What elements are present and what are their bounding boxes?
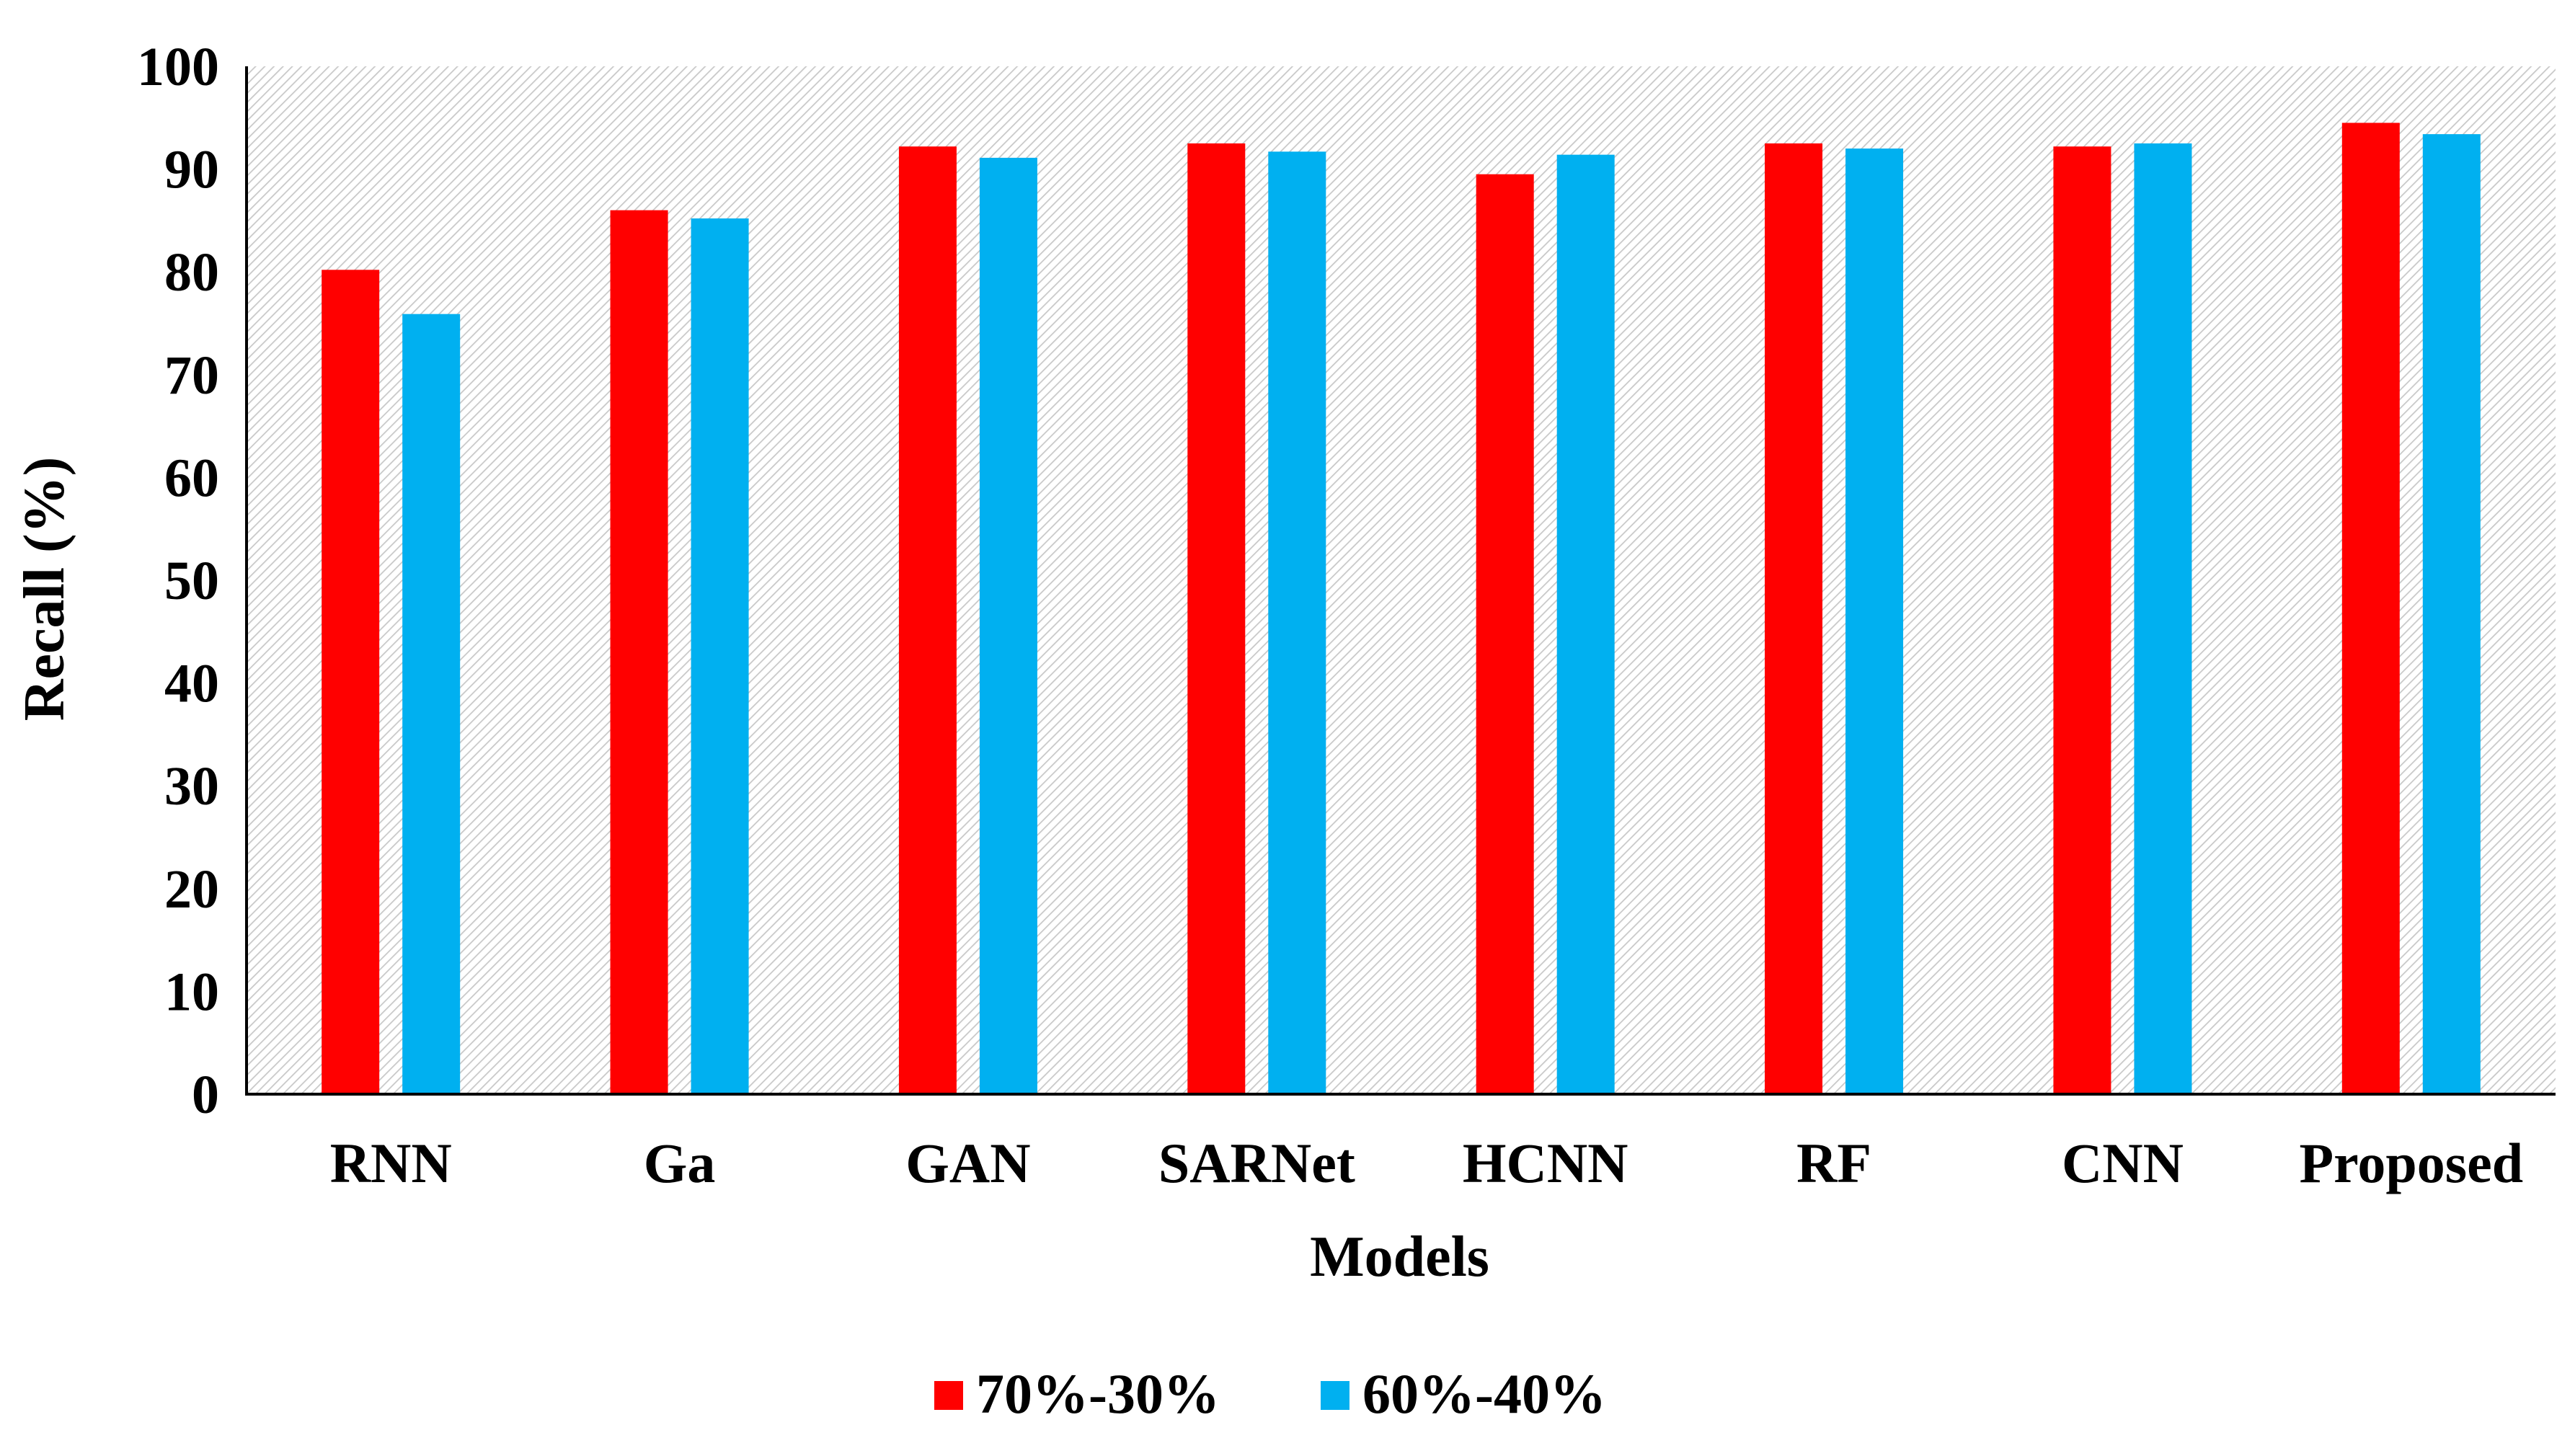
y-tick-label: 100: [137, 37, 219, 97]
bar-sarnet-series-2: [1268, 151, 1326, 1094]
x-tick-label: RNN: [330, 1132, 452, 1194]
y-tick-label: 10: [164, 962, 219, 1022]
bar-hcnn-series-1: [1476, 174, 1534, 1095]
bar-ga-series-1: [610, 210, 668, 1094]
x-tick-label: Proposed: [2300, 1132, 2524, 1194]
axes-group: [245, 66, 2556, 1096]
legend: 70%-30% 60%-40%: [934, 1362, 1606, 1425]
y-tick-label: 90: [164, 140, 219, 200]
y-tick-label: 60: [164, 448, 219, 508]
y-tick-label: 50: [164, 551, 219, 611]
bar-rnn-series-2: [402, 314, 461, 1094]
bar-hcnn-series-2: [1556, 154, 1615, 1095]
bar-ga-series-2: [691, 218, 749, 1095]
x-tick-label: CNN: [2062, 1132, 2184, 1194]
bars-group: [322, 123, 2481, 1095]
bar-gan-series-1: [898, 146, 957, 1094]
bar-rf-series-2: [1845, 148, 1904, 1095]
bar-rf-series-1: [1765, 143, 1823, 1095]
y-tick-labels: 0 10 20 30 40 50 60 70 80 90 100: [137, 37, 219, 1125]
bar-cnn-series-1: [2053, 146, 2111, 1094]
legend-label-series-2: 60%-40%: [1362, 1362, 1606, 1425]
y-tick-label: 40: [164, 654, 219, 714]
x-tick-label: GAN: [905, 1132, 1030, 1194]
y-tick-label: 30: [164, 756, 219, 817]
bar-proposed-series-2: [2422, 134, 2481, 1095]
x-axis-title: Models: [1310, 1225, 1489, 1289]
plot-area: [247, 66, 2556, 1094]
x-tick-label: SARNet: [1158, 1132, 1355, 1194]
legend-swatch-series-2: [1321, 1381, 1349, 1410]
bar-sarnet-series-1: [1187, 143, 1246, 1095]
legend-label-series-1: 70%-30%: [976, 1362, 1220, 1425]
x-tick-labels: RNN Ga GAN SARNet HCNN RF CNN Proposed: [330, 1132, 2523, 1194]
y-axis-title: Recall (%): [13, 457, 76, 722]
bar-gan-series-2: [979, 157, 1037, 1094]
bar-proposed-series-1: [2341, 123, 2400, 1095]
y-tick-label: 70: [164, 345, 219, 406]
x-tick-label: HCNN: [1463, 1132, 1628, 1194]
x-tick-label: Ga: [644, 1132, 716, 1194]
bar-cnn-series-2: [2134, 143, 2192, 1095]
x-tick-label: RF: [1796, 1132, 1871, 1194]
y-tick-label: 0: [192, 1065, 219, 1125]
bar-rnn-series-1: [322, 270, 380, 1094]
y-tick-label: 20: [164, 859, 219, 920]
legend-swatch-series-1: [934, 1381, 963, 1410]
y-tick-label: 80: [164, 242, 219, 303]
